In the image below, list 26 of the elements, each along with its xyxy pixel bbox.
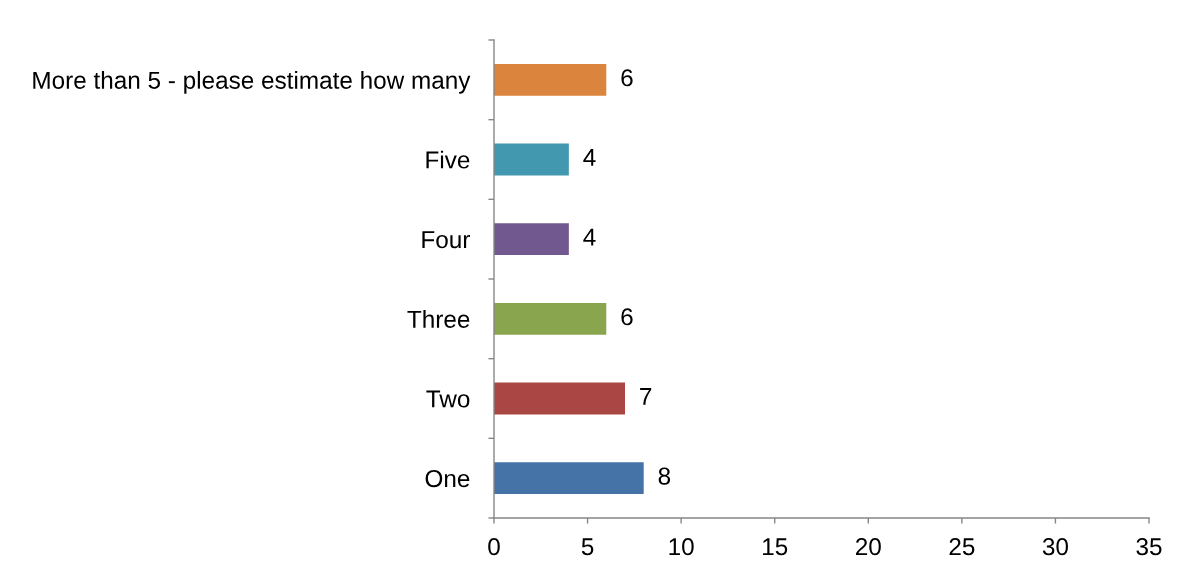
y-tick-label: Four — [422, 231, 470, 249]
data-label: 6 — [621, 308, 633, 326]
x-tick-label: 0 — [488, 538, 500, 556]
bar — [494, 302, 607, 335]
y-tick-label: Five — [426, 150, 470, 169]
bar — [494, 382, 625, 415]
data-label: 6 — [621, 69, 633, 87]
y-tick-label: More than 5 - please estimate how many — [33, 71, 471, 94]
y-tick-label: Three — [407, 310, 470, 328]
x-tick-label: 35 — [1136, 538, 1162, 556]
x-tick-label: 20 — [855, 538, 881, 556]
x-tick-label: 5 — [581, 538, 594, 556]
x-tick-label: 25 — [949, 538, 975, 556]
bar — [494, 143, 569, 176]
data-label: 7 — [640, 388, 652, 405]
x-tick-label: 10 — [669, 538, 694, 556]
data-label: 8 — [658, 467, 671, 485]
bar — [494, 63, 607, 96]
bar — [494, 462, 644, 495]
y-tick-label: One — [425, 470, 470, 488]
bar — [494, 223, 569, 256]
x-tick-label: 30 — [1042, 538, 1068, 556]
data-label: 4 — [583, 228, 596, 246]
y-tick-label: Two — [426, 390, 470, 408]
data-label: 4 — [583, 149, 596, 166]
x-tick-label: 15 — [763, 538, 788, 556]
